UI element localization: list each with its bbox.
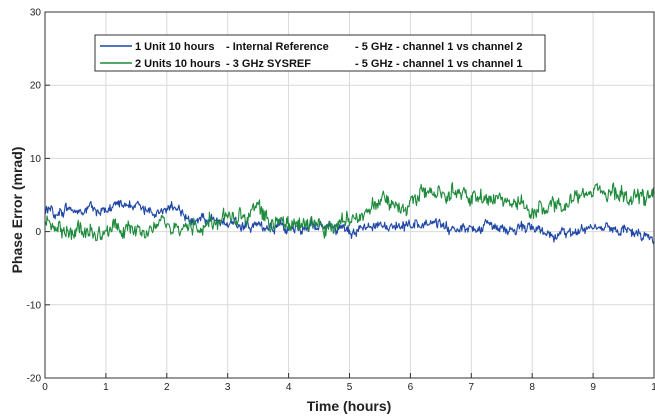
y-tick-label: -20	[27, 374, 42, 385]
x-tick-label: 5	[347, 382, 353, 393]
y-tick-label: 0	[35, 227, 41, 238]
x-tick-label: 3	[225, 382, 231, 393]
x-tick-label: 4	[286, 382, 292, 393]
x-tick-label: 9	[590, 382, 596, 393]
x-tick-label: 0	[42, 382, 48, 393]
y-axis-title: Phase Error (mrad)	[9, 147, 25, 274]
legend-entry-1-config: - 5 GHz - channel 1 vs channel 2	[355, 41, 523, 53]
y-tick-label: 10	[30, 154, 42, 165]
series-layer	[44, 182, 655, 245]
legend-entry-1-reference: - Internal Reference	[226, 41, 329, 53]
series-line-2	[44, 182, 655, 242]
x-tick-label: 8	[529, 382, 535, 393]
x-axis-title: Time (hours)	[307, 398, 392, 414]
series-line-1	[44, 199, 655, 245]
legend-entry-2-config: - 5 GHz - channel 1 vs channel 1	[355, 58, 523, 70]
y-tick-label: 30	[30, 8, 42, 19]
tick-layer: 0 1 2 3 4 5 6 7 8 9 1 -20 -10 0 10 20 30	[27, 8, 655, 394]
legend-entry-2-name: 2 Units 10 hours	[135, 58, 221, 70]
legend-entry-2-reference: - 3 GHz SYSREF	[226, 58, 311, 70]
x-tick-label: 6	[408, 382, 414, 393]
legend: 1 Unit 10 hours - Internal Reference - 5…	[94, 34, 546, 72]
legend-box	[94, 34, 546, 72]
x-tick-label: 2	[164, 382, 170, 393]
y-tick-label: 20	[30, 81, 42, 92]
y-tick-label: -10	[27, 300, 42, 311]
legend-entry-1-name: 1 Unit 10 hours	[135, 41, 214, 53]
x-tick-label: 7	[469, 382, 475, 393]
x-tick-label: 1	[651, 382, 655, 393]
x-tick-label: 1	[103, 382, 109, 393]
